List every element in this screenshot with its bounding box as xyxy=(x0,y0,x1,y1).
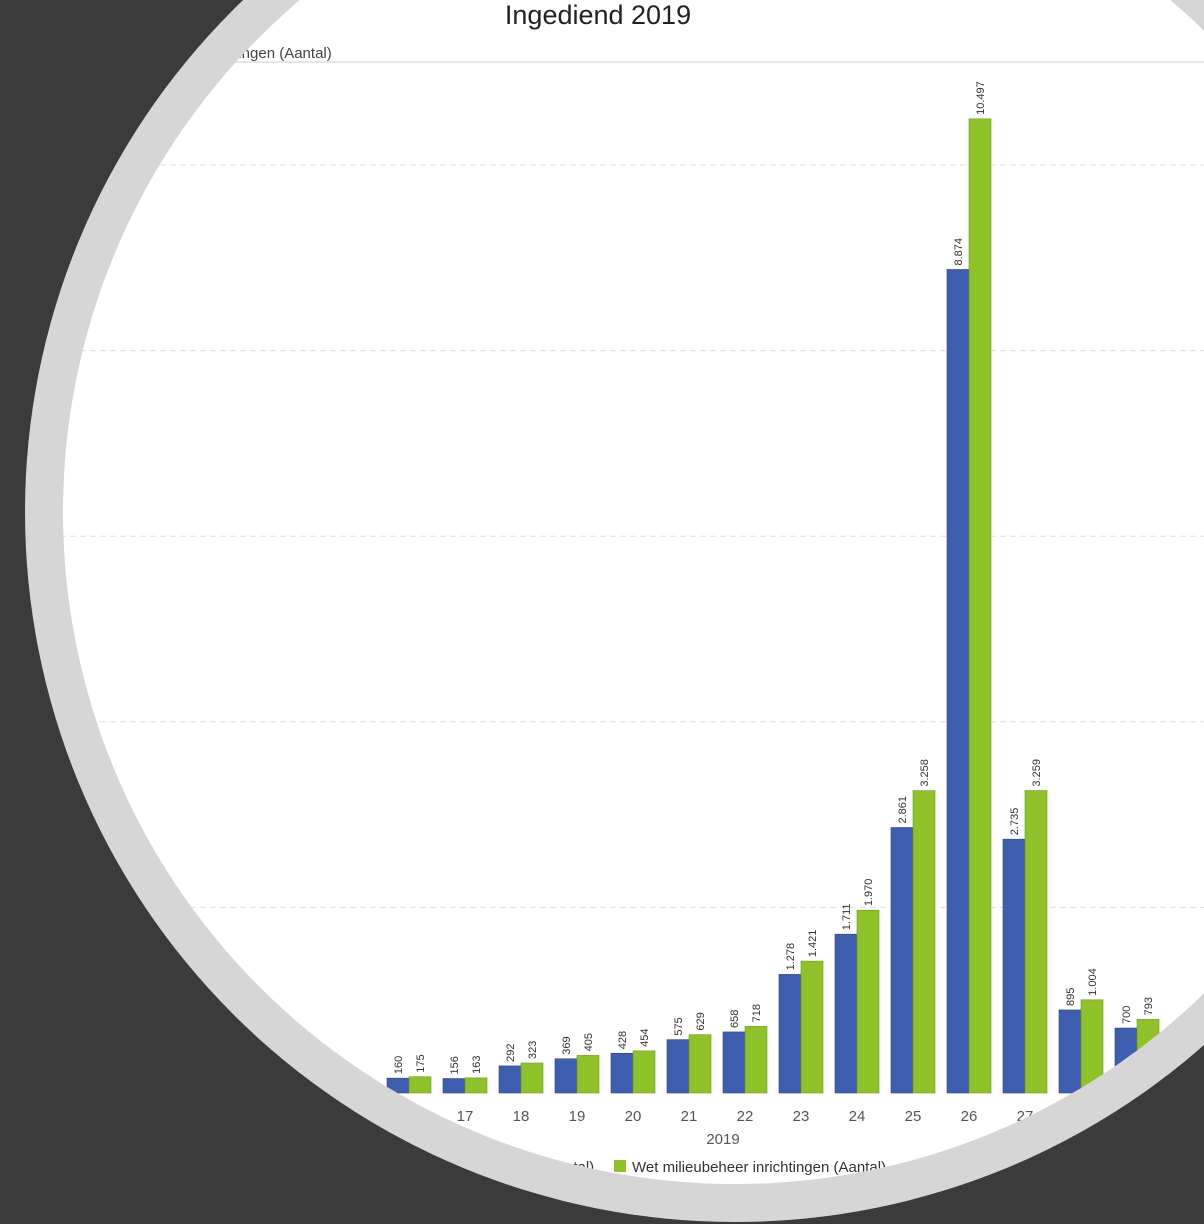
value-label: 405 xyxy=(583,1033,595,1051)
chart-title: Ingediend 2019 xyxy=(505,0,691,30)
bars xyxy=(386,118,1160,1094)
value-label: 323 xyxy=(527,1041,539,1059)
bar-blue-20 xyxy=(610,1052,634,1094)
x-group-label: 2019 xyxy=(706,1131,739,1148)
value-label: 10.497 xyxy=(975,81,987,115)
value-label: 163 xyxy=(471,1056,483,1074)
x-tick-label: 19 xyxy=(569,1108,586,1125)
value-label: 428 xyxy=(617,1031,629,1049)
bar-blue-27 xyxy=(1002,838,1026,1094)
value-label: 700 xyxy=(1121,1006,1133,1024)
x-tick-label: 20 xyxy=(625,1108,642,1125)
bar-green-24 xyxy=(856,909,880,1094)
value-label: 575 xyxy=(673,1017,685,1035)
bar-blue-22 xyxy=(722,1031,746,1094)
bar-green-17 xyxy=(464,1077,488,1094)
bar-green-27 xyxy=(1024,790,1048,1094)
value-label: 8.874 xyxy=(953,238,965,266)
bar-blue-21 xyxy=(666,1039,690,1094)
value-label: 1.421 xyxy=(807,930,819,958)
value-label: 658 xyxy=(729,1010,741,1028)
x-tick-label: 18 xyxy=(513,1108,530,1125)
bar-green-26 xyxy=(968,118,992,1094)
value-label: 2.861 xyxy=(897,796,909,824)
value-label: 629 xyxy=(695,1012,707,1030)
value-label: 3.259 xyxy=(1031,759,1043,787)
value-label: 156 xyxy=(449,1056,461,1074)
value-label: 454 xyxy=(639,1029,651,1047)
x-tick-label: 26 xyxy=(961,1108,978,1125)
bar-blue-24 xyxy=(834,933,858,1094)
bar-blue-18 xyxy=(498,1065,522,1094)
value-label: 1.711 xyxy=(841,904,853,931)
x-tick-label: 24 xyxy=(849,1108,866,1125)
x-tick-label: 17 xyxy=(457,1108,474,1125)
bar-green-25 xyxy=(912,790,936,1094)
value-label: 895 xyxy=(1065,988,1077,1006)
bar-green-23 xyxy=(800,960,824,1094)
x-tick-label: 21 xyxy=(681,1108,698,1125)
value-label: 292 xyxy=(505,1044,517,1062)
value-label: 3.258 xyxy=(919,759,931,787)
bar-blue-17 xyxy=(442,1078,466,1094)
bar-green-18 xyxy=(520,1062,544,1094)
x-tick-label: 22 xyxy=(737,1108,754,1125)
bar-blue-23 xyxy=(778,974,802,1094)
bar-blue-19 xyxy=(554,1058,578,1094)
bar-green-22 xyxy=(744,1026,768,1094)
value-label: 369 xyxy=(561,1036,573,1054)
value-label: 2.735 xyxy=(1009,808,1021,836)
x-tick-label: 25 xyxy=(905,1108,922,1125)
bar-blue-25 xyxy=(890,827,914,1094)
value-label: 793 xyxy=(1143,997,1155,1015)
value-label: 175 xyxy=(415,1054,427,1072)
bar-green-20 xyxy=(632,1050,656,1094)
bar-green-16 xyxy=(408,1076,432,1094)
bar-green-21 xyxy=(688,1034,712,1094)
value-label: 1.970 xyxy=(863,879,875,907)
legend-swatch-green xyxy=(614,1160,626,1172)
legend-label-green: Wet milieubeheer inrichtingen (Aantal) xyxy=(632,1159,886,1176)
bar-blue-28 xyxy=(1058,1009,1082,1094)
value-label: 160 xyxy=(393,1056,405,1074)
value-label: 1.004 xyxy=(1087,968,1099,996)
value-label: 1.278 xyxy=(785,943,797,971)
x-tick-label: 23 xyxy=(793,1108,810,1125)
bar-blue-26 xyxy=(946,269,970,1094)
bar-green-19 xyxy=(576,1055,600,1094)
value-label: 718 xyxy=(751,1004,763,1022)
